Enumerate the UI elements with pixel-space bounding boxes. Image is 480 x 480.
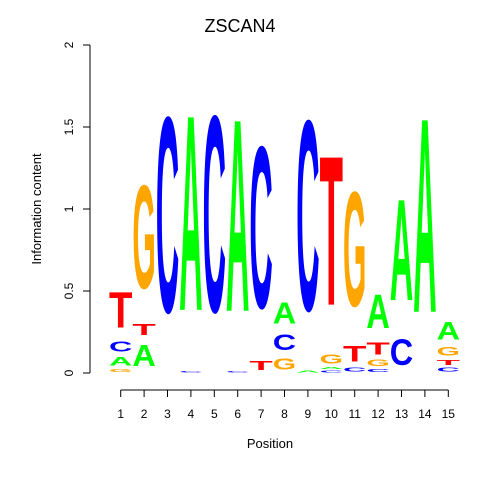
logo-letter-G: G xyxy=(273,355,296,373)
stack-position-11: CTG xyxy=(343,157,367,373)
logo-letter-T: T xyxy=(343,342,366,367)
logo-letter-C: C xyxy=(343,366,367,373)
logo-letter-A: A xyxy=(226,62,249,370)
logo-letter-T: T xyxy=(366,339,389,358)
x-axis-label: Position xyxy=(247,436,293,451)
logo-letter-A: A xyxy=(273,295,296,330)
x-tick-label: 15 xyxy=(442,407,456,421)
x-tick-label: 13 xyxy=(395,407,409,421)
logo-letter-A: A xyxy=(366,284,389,338)
logo-letter-C: C xyxy=(437,366,461,373)
logo-letter-C: C xyxy=(156,60,179,372)
logo-letter-C: C xyxy=(296,64,319,369)
x-tick-label: 7 xyxy=(258,407,265,421)
chart-title: ZSCAN4 xyxy=(204,16,275,36)
y-axis: 0 0.5 1 1.5 2 xyxy=(62,41,91,376)
x-tick-label: 10 xyxy=(325,407,339,421)
logo-letter-T: T xyxy=(437,358,461,366)
logo-letter-C: C xyxy=(249,99,272,358)
logo-letter-T: T xyxy=(249,359,273,374)
stack-position-3: C xyxy=(156,60,179,372)
logo-letter-A: A xyxy=(390,170,413,331)
logo-letter-A: A xyxy=(320,366,343,369)
stack-position-6: CA xyxy=(226,62,249,373)
y-tick-label: 2 xyxy=(62,41,76,48)
x-tick-label: 2 xyxy=(141,407,148,421)
logo-letter-C: C xyxy=(179,371,202,373)
logo-letter-G: G xyxy=(320,352,343,367)
logo-letter-G: G xyxy=(109,368,132,373)
logo-letter-C: C xyxy=(109,339,132,355)
logo-letter-G: G xyxy=(343,157,366,341)
logo-letter-A: A xyxy=(179,58,202,370)
y-tick-label: 1.5 xyxy=(62,118,76,135)
logo-letter-T: T xyxy=(132,321,155,339)
x-tick-label: 5 xyxy=(211,407,218,421)
x-tick-label: 12 xyxy=(371,407,385,421)
x-tick-label: 6 xyxy=(234,407,241,421)
y-axis-label: Information content xyxy=(29,153,44,265)
x-tick-label: 1 xyxy=(117,407,124,421)
stack-position-14: A xyxy=(413,60,436,370)
logo-letter-C: C xyxy=(390,333,413,373)
logo-letter-A: A xyxy=(132,338,155,373)
x-tick-label: 11 xyxy=(348,407,361,421)
logo-letter-A: A xyxy=(413,60,436,370)
logo-letter-C: C xyxy=(203,58,226,371)
logo-letter-C: C xyxy=(226,371,249,373)
logo-letter-A: A xyxy=(437,318,461,346)
logo-letter-T: T xyxy=(109,281,133,339)
x-tick-label: 9 xyxy=(305,407,312,421)
logo-letter-C: C xyxy=(366,368,390,373)
x-tick-label: 3 xyxy=(164,407,171,421)
stack-position-5: C xyxy=(203,58,226,371)
logo-letter-A: A xyxy=(296,370,319,373)
logo-letter-C: C xyxy=(273,330,296,355)
x-tick-label: 8 xyxy=(281,407,288,421)
y-tick-label: 0.5 xyxy=(62,282,76,299)
logo-letter-G: G xyxy=(366,358,389,368)
stack-position-8: GCA xyxy=(273,295,296,373)
logo-letter-G: G xyxy=(437,345,460,358)
x-tick-label: 14 xyxy=(418,407,432,421)
stack-position-13: CA xyxy=(390,170,413,373)
x-axis: 1 2 3 4 5 6 7 8 9 10 11 12 13 14 15 xyxy=(117,389,456,421)
logo-letter-T: T xyxy=(320,111,343,350)
y-tick-label: 0 xyxy=(62,369,76,376)
y-tick-label: 1 xyxy=(62,205,76,212)
stack-position-2: ATG xyxy=(132,154,155,373)
stack-position-4: CA xyxy=(179,58,202,373)
stack-position-7: TC xyxy=(249,99,273,374)
logo-letter-G: G xyxy=(132,154,155,320)
logo-letter-C: C xyxy=(320,370,343,373)
stack-position-9: AC xyxy=(296,64,319,373)
x-tick-label: 4 xyxy=(188,407,195,421)
logo-letter-A: A xyxy=(109,355,132,368)
